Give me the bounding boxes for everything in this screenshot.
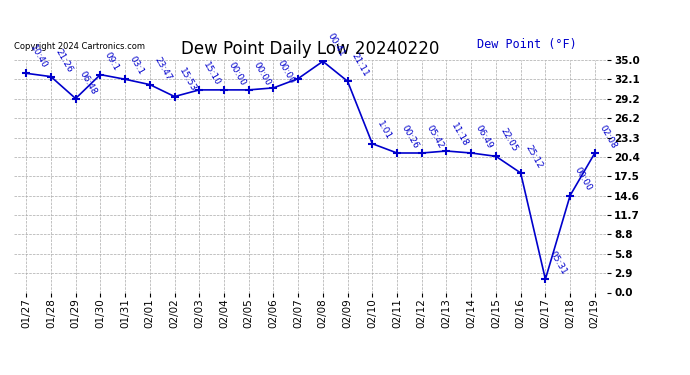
Text: Copyright 2024 Cartronics.com: Copyright 2024 Cartronics.com: [14, 42, 145, 51]
Text: 06:49: 06:49: [474, 123, 494, 150]
Text: 00:00: 00:00: [251, 60, 272, 87]
Text: 1:01: 1:01: [375, 119, 393, 141]
Title: Dew Point Daily Low 20240220: Dew Point Daily Low 20240220: [181, 40, 440, 58]
Text: 15:10: 15:10: [201, 60, 222, 87]
Text: 21:11: 21:11: [350, 52, 371, 79]
Text: 23:47: 23:47: [152, 55, 173, 82]
Text: 22:05: 22:05: [498, 127, 519, 154]
Text: 10:40: 10:40: [29, 44, 49, 70]
Text: 05:31: 05:31: [548, 250, 569, 276]
Text: 06:48: 06:48: [78, 69, 99, 96]
Text: Dew Point (°F): Dew Point (°F): [477, 38, 576, 51]
Text: 00:41: 00:41: [326, 32, 346, 58]
Text: 00:00: 00:00: [573, 166, 593, 193]
Text: 09:1: 09:1: [103, 50, 121, 72]
Text: 05:42: 05:42: [424, 124, 445, 150]
Text: 03:1: 03:1: [128, 55, 146, 76]
Text: 02:08: 02:08: [598, 123, 618, 150]
Text: 15:53: 15:53: [177, 67, 198, 94]
Text: 00:00: 00:00: [226, 60, 247, 87]
Text: 11:18: 11:18: [449, 122, 470, 148]
Text: 21:26: 21:26: [53, 47, 74, 74]
Text: 25:12: 25:12: [523, 144, 544, 170]
Text: 00:26: 00:26: [400, 123, 420, 150]
Text: 00:00: 00:00: [276, 58, 297, 85]
